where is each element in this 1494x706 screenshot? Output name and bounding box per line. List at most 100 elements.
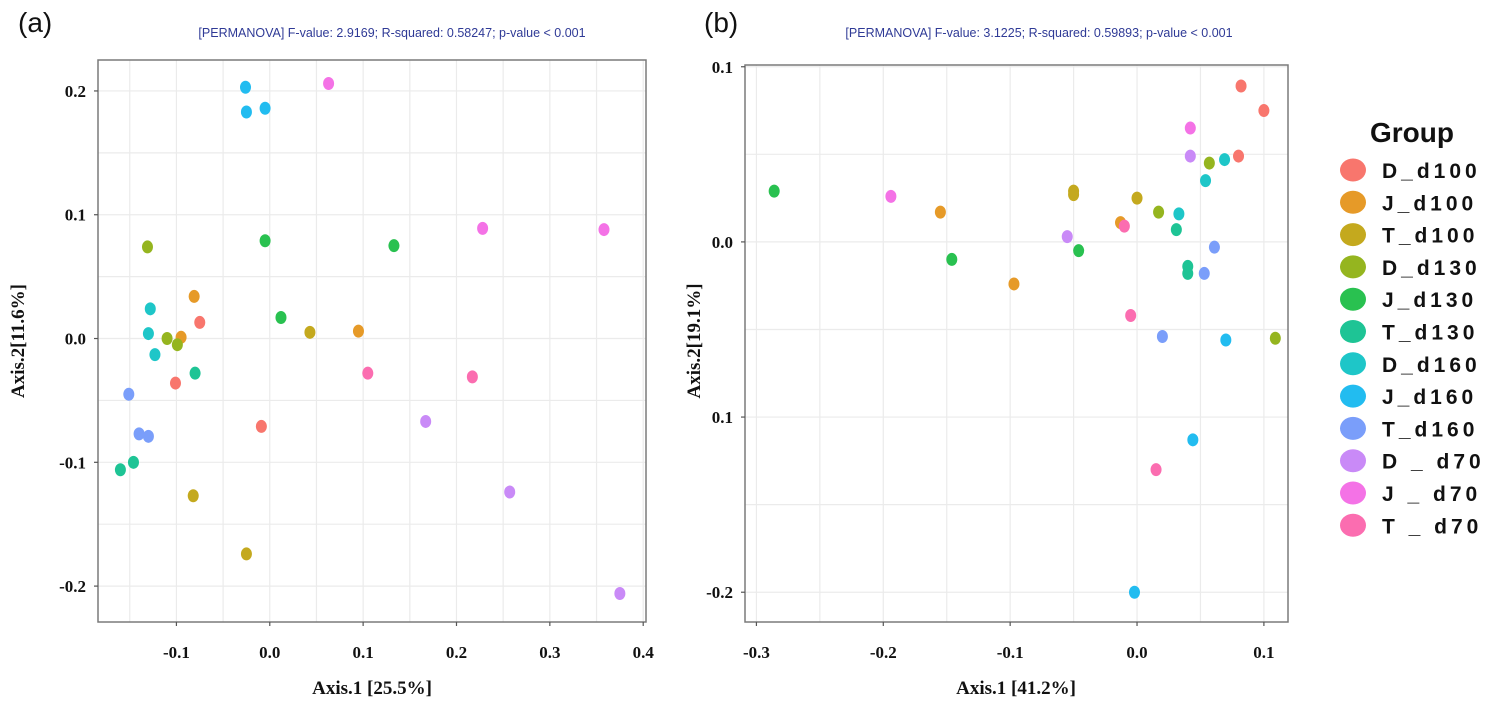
legend-items: D_d100 J_d100 T_d100 D_d130 J_d130 T_d130 D_d1…: [1340, 158, 1485, 538]
legend-label: D _ d70: [1382, 451, 1485, 474]
y-tick-label: 0.0: [712, 233, 733, 252]
point-t-d130: [127, 455, 139, 469]
panel-a-points: [114, 77, 626, 601]
legend-item-d-d100: D_d100: [1340, 158, 1481, 183]
point-d-d160: [1173, 207, 1185, 221]
panel-a-permanova-title: [PERMANOVA] F-value: 2.9169; R-squared: …: [198, 26, 585, 40]
point-t-d130: [1170, 223, 1182, 237]
legend-item-j-d70: J _ d70: [1340, 481, 1481, 506]
y-tick-label: 0.0: [65, 330, 86, 349]
point-d-d100: [1235, 79, 1247, 93]
panel-b-frame: [744, 64, 1289, 623]
point-d-d160: [1200, 174, 1212, 188]
point-d-d100: [194, 315, 206, 329]
panel-a-y-axis-label: Axis.2[11.6%]: [8, 284, 29, 398]
y-tick-label: 0.1: [712, 58, 733, 77]
panel-a-y-ticks: -0.2 -0.1 0.0 0.1 0.2: [59, 82, 98, 596]
point-d-d70: [420, 414, 432, 428]
panel-a-x-ticks: -0.1 0.0 0.1 0.2 0.3 0.4: [163, 622, 654, 662]
panel-b-permanova-title: [PERMANOVA] F-value: 3.1225; R-squared: …: [845, 26, 1232, 40]
legend-item-d-d130: D_d130: [1340, 255, 1477, 280]
legend-item-j-d130: J_d130: [1340, 287, 1477, 312]
point-d-d160: [144, 302, 156, 316]
point-t-d130: [1182, 266, 1194, 280]
point-j-d160: [240, 105, 252, 119]
legend-label: D_d100: [1382, 160, 1481, 183]
point-d-d100: [1258, 104, 1270, 118]
point-d-d70: [504, 485, 516, 499]
point-t-d100: [1068, 184, 1080, 198]
panel-a-grid: [98, 60, 646, 622]
legend-label: J_d100: [1382, 192, 1477, 215]
point-j-d130: [275, 310, 287, 324]
panel-b-y-ticks: -0.2 0.1 0.0 0.1: [706, 58, 745, 602]
y-tick-label: 0.1: [65, 206, 86, 225]
legend-swatch: [1340, 481, 1366, 505]
point-d-d130: [1203, 156, 1215, 170]
point-j-d130: [768, 184, 780, 198]
panel-a-x-axis-label: Axis.1 [25.5%]: [312, 678, 432, 699]
x-tick-label: 0.1: [1253, 643, 1274, 662]
point-t-d100: [240, 547, 252, 561]
point-j-d100: [1008, 277, 1020, 291]
point-j-d160: [1220, 333, 1232, 347]
point-d-d160: [149, 348, 161, 362]
point-t-d130: [114, 463, 126, 477]
point-d-d160: [1219, 153, 1231, 167]
legend-label: J_d160: [1382, 386, 1477, 409]
point-t-d70: [1118, 219, 1130, 233]
legend-swatch: [1340, 352, 1366, 376]
y-tick-label: -0.2: [706, 583, 733, 602]
point-d-d130: [141, 240, 153, 254]
legend-swatch: [1340, 190, 1366, 214]
point-d-d100: [1233, 149, 1245, 163]
point-j-d160: [1128, 585, 1140, 599]
y-tick-label: -0.2: [59, 577, 86, 596]
panel-b: (b) [PERMANOVA] F-value: 3.1225; R-squar…: [684, 7, 1289, 699]
legend-label: T _ d70: [1382, 515, 1482, 538]
legend-swatch: [1340, 416, 1366, 440]
panel-a: (a) [PERMANOVA] F-value: 2.9169; R-squar…: [8, 7, 654, 699]
y-tick-label: 0.2: [65, 82, 86, 101]
legend-swatch: [1340, 223, 1366, 247]
panel-a-frame: [97, 59, 647, 623]
legend-item-d-d70: D _ d70: [1340, 449, 1485, 474]
legend-label: D_d160: [1382, 354, 1481, 377]
panel-b-label: (b): [704, 7, 738, 38]
x-tick-label: 0.3: [539, 643, 560, 662]
legend-item-j-d160: J_d160: [1340, 384, 1477, 409]
point-d-d130: [1153, 205, 1165, 219]
point-d-d100: [255, 419, 267, 433]
point-j-d70: [885, 189, 897, 203]
point-j-d100: [352, 324, 364, 338]
panel-b-grid: [745, 65, 1288, 622]
point-t-d160: [142, 429, 154, 443]
x-tick-label: 0.0: [259, 643, 280, 662]
y-tick-label: -0.1: [59, 453, 86, 472]
point-d-d70: [1184, 149, 1196, 163]
point-t-d160: [1208, 240, 1220, 254]
point-d-d130: [1269, 331, 1281, 345]
legend-item-t-d160: T_d160: [1340, 416, 1474, 441]
x-tick-label: 0.0: [1126, 643, 1147, 662]
point-t-d70: [362, 366, 374, 380]
panel-b-x-ticks: -0.3 -0.2 -0.1 0.0 0.1: [743, 622, 1275, 662]
legend-swatch: [1340, 513, 1366, 537]
point-t-d160: [1156, 329, 1168, 343]
panel-a-label: (a): [18, 7, 52, 38]
x-tick-label: 0.2: [446, 643, 467, 662]
point-t-d70: [466, 370, 478, 384]
legend-label: J _ d70: [1382, 483, 1481, 506]
point-d-d70: [1061, 230, 1073, 244]
legend-swatch: [1340, 384, 1366, 408]
point-t-d160: [1198, 266, 1210, 280]
legend-label: T_d130: [1382, 322, 1478, 345]
point-j-d70: [323, 77, 335, 91]
panel-b-x-axis-label: Axis.1 [41.2%]: [956, 678, 1076, 699]
point-j-d70: [1184, 121, 1196, 135]
legend-label: J_d130: [1382, 289, 1477, 312]
legend-item-t-d100: T_d100: [1340, 223, 1474, 248]
legend-swatch: [1340, 449, 1366, 473]
x-tick-label: -0.1: [997, 643, 1024, 662]
